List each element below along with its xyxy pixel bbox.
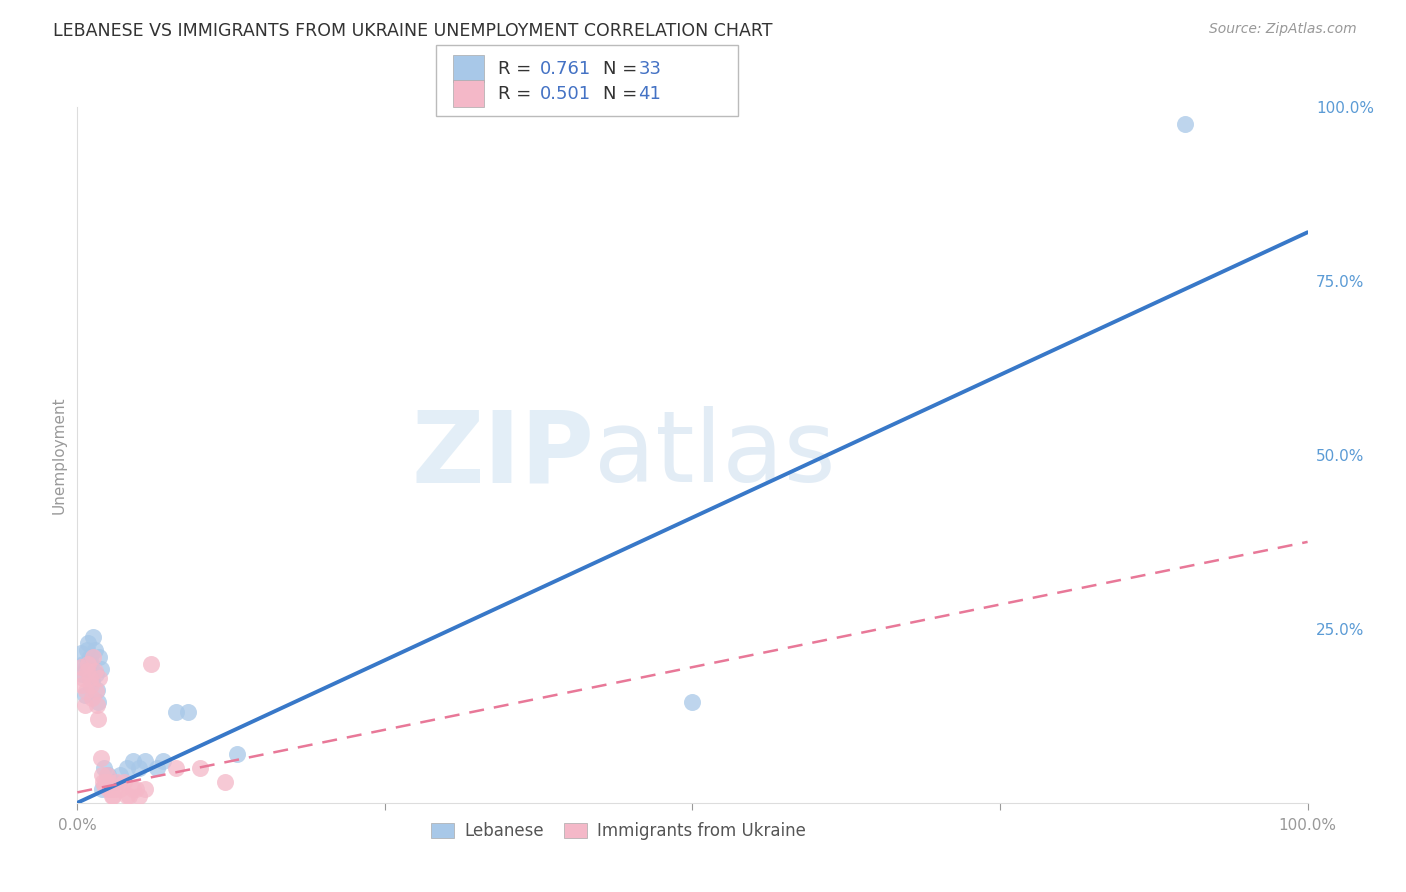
- Point: [115, 789, 138, 803]
- Point: [188, 761, 212, 775]
- Point: [93, 778, 115, 793]
- Point: [121, 754, 143, 768]
- Point: [125, 781, 148, 796]
- Y-axis label: Unemployment: Unemployment: [51, 396, 66, 514]
- Text: 41: 41: [638, 85, 661, 103]
- Point: [91, 775, 114, 789]
- Point: [134, 754, 156, 768]
- Point: [80, 657, 103, 671]
- Point: [70, 646, 93, 660]
- Point: [77, 657, 100, 671]
- Point: [82, 649, 104, 664]
- Point: [70, 667, 93, 681]
- Point: [89, 671, 111, 685]
- Point: [70, 660, 93, 674]
- Text: R =: R =: [498, 85, 537, 103]
- Text: Source: ZipAtlas.com: Source: ZipAtlas.com: [1209, 22, 1357, 37]
- Point: [134, 781, 156, 796]
- Text: N =: N =: [603, 85, 643, 103]
- Point: [73, 688, 96, 702]
- Text: ZIP: ZIP: [411, 407, 595, 503]
- Point: [73, 698, 96, 713]
- Point: [112, 775, 135, 789]
- Point: [90, 768, 114, 782]
- Point: [87, 712, 110, 726]
- Text: 0.501: 0.501: [540, 85, 591, 103]
- Point: [214, 775, 236, 789]
- Point: [146, 761, 169, 775]
- Point: [90, 781, 114, 796]
- Point: [682, 695, 704, 709]
- Point: [83, 664, 105, 678]
- Point: [96, 768, 118, 782]
- Point: [87, 695, 110, 709]
- Point: [226, 747, 249, 761]
- Point: [110, 768, 132, 782]
- Point: [115, 761, 138, 775]
- Text: N =: N =: [603, 60, 643, 78]
- Point: [86, 698, 108, 713]
- Point: [90, 750, 112, 764]
- Point: [97, 781, 120, 796]
- Point: [75, 684, 97, 698]
- Point: [82, 630, 104, 644]
- Point: [86, 683, 108, 698]
- Point: [75, 660, 97, 674]
- Point: [80, 677, 103, 691]
- Point: [100, 781, 122, 796]
- Point: [82, 691, 104, 706]
- Point: [70, 677, 93, 691]
- Point: [103, 781, 125, 796]
- Point: [103, 775, 125, 789]
- Point: [101, 789, 124, 803]
- Point: [1174, 117, 1197, 131]
- Point: [121, 781, 143, 796]
- Point: [128, 761, 150, 775]
- Legend: Lebanese, Immigrants from Ukraine: Lebanese, Immigrants from Ukraine: [425, 815, 813, 847]
- Point: [83, 642, 105, 657]
- Text: LEBANESE VS IMMIGRANTS FROM UKRAINE UNEMPLOYMENT CORRELATION CHART: LEBANESE VS IMMIGRANTS FROM UKRAINE UNEM…: [53, 22, 773, 40]
- Text: 33: 33: [638, 60, 661, 78]
- Point: [84, 684, 107, 698]
- Point: [90, 662, 112, 676]
- Point: [110, 781, 132, 796]
- Point: [98, 775, 121, 789]
- Point: [165, 706, 187, 720]
- Point: [79, 649, 101, 664]
- Point: [93, 761, 115, 775]
- Point: [97, 768, 120, 782]
- Point: [84, 667, 107, 681]
- Text: atlas: atlas: [595, 407, 835, 503]
- Point: [165, 761, 187, 775]
- Point: [79, 671, 101, 685]
- Point: [177, 706, 200, 720]
- Point: [105, 775, 128, 789]
- Point: [76, 664, 98, 678]
- Point: [89, 649, 111, 664]
- Point: [141, 657, 163, 671]
- Point: [77, 636, 100, 650]
- Point: [128, 789, 150, 803]
- Point: [118, 789, 141, 803]
- Point: [94, 775, 117, 789]
- Point: [152, 754, 174, 768]
- Point: [76, 642, 98, 657]
- Text: R =: R =: [498, 60, 537, 78]
- Point: [82, 674, 104, 689]
- Point: [72, 671, 94, 685]
- Point: [72, 657, 94, 671]
- Text: 0.761: 0.761: [540, 60, 591, 78]
- Point: [101, 789, 124, 803]
